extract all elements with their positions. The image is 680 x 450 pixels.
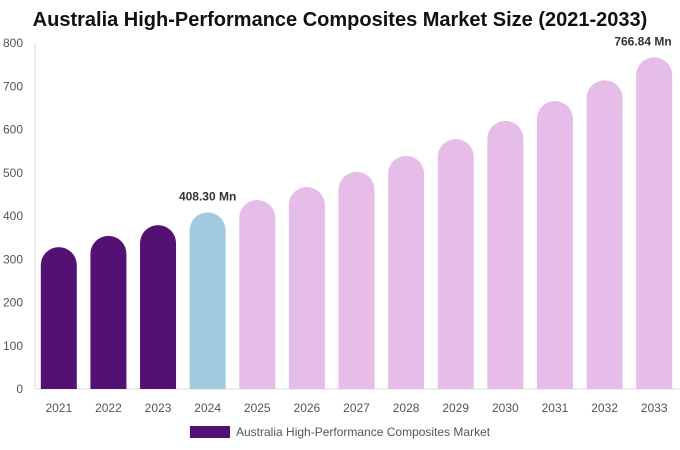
x-tick-label: 2026 xyxy=(294,401,321,415)
legend: Australia High-Performance Composites Ma… xyxy=(190,425,490,439)
bar xyxy=(536,100,573,389)
y-tick-label: 600 xyxy=(3,123,23,137)
y-tick-label: 400 xyxy=(3,209,23,223)
bar xyxy=(288,187,325,389)
x-tick-label: 2025 xyxy=(244,401,271,415)
y-tick-label: 100 xyxy=(3,339,23,353)
data-label: 766.84 Mn xyxy=(614,34,671,48)
bar xyxy=(140,225,177,389)
bar xyxy=(189,212,226,389)
x-tick-label: 2027 xyxy=(343,401,370,415)
y-tick-label: 500 xyxy=(3,166,23,180)
x-tick-label: 2030 xyxy=(492,401,519,415)
y-tick-label: 0 xyxy=(16,382,23,396)
y-tick-label: 300 xyxy=(3,252,23,266)
bar xyxy=(487,120,524,389)
x-tick-label: 2033 xyxy=(641,401,668,415)
bar xyxy=(636,57,673,389)
x-tick-label: 2024 xyxy=(194,401,221,415)
bar xyxy=(90,235,127,389)
bar xyxy=(40,247,77,389)
bar xyxy=(388,155,425,389)
chart-title: Australia High-Performance Composites Ma… xyxy=(32,9,648,31)
bar xyxy=(437,139,474,389)
y-tick-label: 700 xyxy=(3,79,23,93)
x-tick-label: 2028 xyxy=(393,401,420,415)
x-tick-label: 2029 xyxy=(442,401,469,415)
bar xyxy=(586,80,623,389)
bar xyxy=(338,171,375,389)
bar-chart: 0 100 200 300 400 500 600 700 800 2021 2022 2023 202… xyxy=(3,34,680,415)
x-tick-label: 2023 xyxy=(145,401,172,415)
bar xyxy=(239,199,276,389)
x-tick-label: 2021 xyxy=(45,401,72,415)
x-tick-label: 2031 xyxy=(542,401,569,415)
legend-swatch xyxy=(190,426,230,438)
y-tick-label: 200 xyxy=(3,296,23,310)
y-tick-label: 800 xyxy=(3,36,23,50)
x-tick-label: 2022 xyxy=(95,401,122,415)
x-tick-label: 2032 xyxy=(591,401,618,415)
legend-label: Australia High-Performance Composites Ma… xyxy=(236,425,491,439)
data-label: 408.30 Mn xyxy=(179,189,236,203)
